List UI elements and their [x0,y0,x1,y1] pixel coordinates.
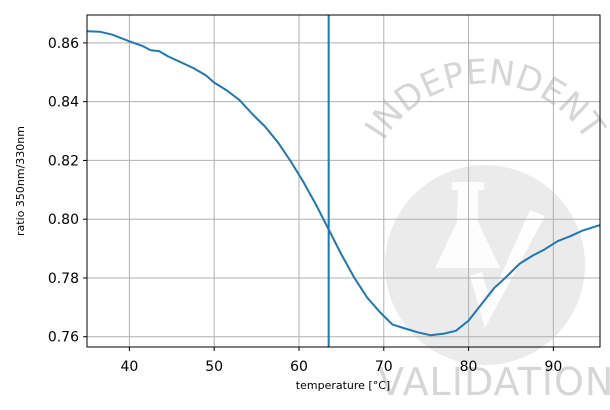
data-layer [86,15,601,347]
x-tick-labels: 40 50 60 70 80 90 [120,347,562,375]
grid [87,15,600,347]
y-tick-label: 0.80 [48,212,79,228]
y-tick-labels: 0.76 0.78 0.80 0.82 0.84 0.86 [48,36,87,346]
x-tick-label: 40 [120,359,138,375]
x-tick-label: 50 [205,359,223,375]
series-line [86,30,601,337]
y-tick-label: 0.82 [48,153,79,169]
x-tick-label: 80 [460,359,478,375]
watermark: INDEPENDENT VALIDATION [357,52,610,404]
watermark-bottom-text: VALIDATION [378,360,610,404]
watermark-top-text-path: INDEPENDENT [357,52,610,147]
x-tick-label: 70 [375,359,393,375]
y-tick-label: 0.86 [48,36,79,52]
x-tick-label: 90 [544,359,562,375]
y-tick-label: 0.76 [48,330,79,346]
y-tick-label: 0.78 [48,271,79,287]
flask-checkmark-icon [435,182,545,328]
y-tick-label: 0.84 [48,95,79,111]
x-axis-label: temperature [°C] [296,379,390,392]
x-tick-label: 60 [290,359,308,375]
watermark-top-text: INDEPENDENT [357,52,610,147]
y-axis-label: ratio 350nm/330nm [14,126,27,236]
plot-frame [86,14,601,348]
